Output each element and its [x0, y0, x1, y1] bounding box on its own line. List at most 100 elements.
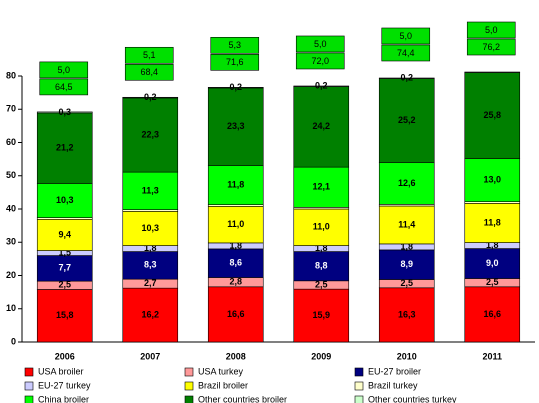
- value-label: 11,4: [398, 219, 415, 229]
- y-tick-label: 40: [6, 203, 16, 213]
- annotation-box: [381, 44, 431, 62]
- value-label: 21,2: [56, 143, 74, 153]
- annotation-box: [39, 61, 89, 79]
- value-label: 2,8: [229, 277, 242, 287]
- x-tick-label: 2006: [55, 351, 75, 361]
- value-label: 1,8: [315, 243, 328, 253]
- x-tick-label: 2008: [226, 351, 246, 361]
- value-label: 10,3: [56, 195, 74, 205]
- value-label: 0,3: [58, 107, 71, 117]
- value-label: 13,0: [483, 174, 501, 184]
- bar-segment: [207, 248, 264, 278]
- y-tick-label: 70: [6, 104, 16, 114]
- annotation-box: [124, 63, 174, 81]
- annotation-text: 5,0: [485, 25, 498, 35]
- annotation-box: [466, 38, 516, 56]
- annotation-text: 5,0: [399, 31, 412, 41]
- value-label: 2,5: [400, 278, 413, 288]
- value-label: 16,2: [141, 309, 159, 319]
- value-label: 15,9: [312, 310, 330, 320]
- bar-segment: [207, 165, 264, 205]
- value-label: 22,3: [141, 129, 159, 139]
- bar-segment: [464, 286, 521, 343]
- annotation-text: 71,6: [226, 57, 244, 67]
- y-tick-label: 20: [6, 270, 16, 280]
- bar-segment: [122, 97, 179, 173]
- legend-swatch: [184, 367, 194, 377]
- annotation-text: 64,5: [55, 82, 73, 92]
- annotation-box: [466, 21, 516, 39]
- value-label: 10,3: [141, 223, 159, 233]
- legend-swatch: [24, 367, 34, 377]
- annotation-text: 68,4: [140, 67, 158, 77]
- legend-label: China broiler: [38, 394, 89, 403]
- value-label: 15,8: [56, 310, 74, 320]
- legend-label: Other countries broiler: [198, 394, 287, 403]
- annotation-box: [124, 46, 174, 64]
- bar-segment: [122, 96, 179, 99]
- value-label: 16,6: [227, 309, 245, 319]
- legend-label: EU-27 broiler: [368, 366, 421, 376]
- legend-label: Other countries turkey: [368, 394, 457, 403]
- value-label: 16,6: [483, 309, 501, 319]
- bar-segment: [207, 286, 264, 343]
- bar-segment: [207, 87, 264, 166]
- value-label: 8,9: [400, 259, 413, 269]
- bar-segment: [122, 211, 179, 246]
- bar-segment: [122, 287, 179, 343]
- value-label: 23,3: [227, 121, 245, 131]
- bar-segment: [122, 251, 179, 280]
- bar-segment: [464, 158, 521, 202]
- value-label: 8,6: [229, 258, 242, 268]
- value-label: 0,2: [315, 81, 328, 91]
- legend-swatch: [24, 381, 34, 391]
- value-label: 25,8: [483, 110, 501, 120]
- legend-label: EU-27 turkey: [38, 380, 91, 390]
- bar-segment: [464, 72, 521, 159]
- legend-swatch: [184, 381, 194, 391]
- legend-label: USA turkey: [198, 366, 244, 376]
- legend-swatch: [354, 395, 364, 403]
- annotation-text: 5,0: [314, 39, 327, 49]
- y-tick-label: 80: [6, 70, 16, 80]
- value-label: 9,0: [486, 258, 499, 268]
- bar-segment: [36, 219, 93, 251]
- y-tick-label: 0: [11, 336, 16, 346]
- value-label: 2,5: [315, 279, 328, 289]
- annotation-box: [210, 37, 260, 54]
- annotation-box: [295, 52, 345, 70]
- value-label: 0,2: [229, 82, 242, 92]
- value-label: 1,8: [486, 240, 499, 250]
- value-label: 8,8: [315, 261, 328, 271]
- bar-segment: [293, 85, 350, 87]
- x-tick-label: 2007: [140, 351, 160, 361]
- y-tick-label: 60: [6, 137, 16, 147]
- bar-segment: [378, 162, 435, 205]
- annotation-text: 5,3: [228, 40, 241, 50]
- x-tick-label: 2009: [311, 351, 331, 361]
- legend-swatch: [354, 367, 364, 377]
- legend-label: Brazil turkey: [368, 380, 418, 390]
- value-label: 11,8: [227, 179, 244, 189]
- bar-segment: [464, 71, 521, 73]
- legend-swatch: [354, 381, 364, 391]
- bar-segment: [207, 87, 264, 89]
- legend-label: USA broiler: [38, 366, 84, 376]
- annotation-box: [210, 54, 260, 71]
- value-label: 12,6: [398, 178, 416, 188]
- value-label: 2,5: [58, 280, 71, 290]
- value-label: 7,7: [58, 263, 71, 273]
- bar-segment: [36, 111, 93, 114]
- value-label: 8,3: [144, 260, 157, 270]
- value-label: 2,5: [486, 277, 499, 287]
- bar-segment: [378, 249, 435, 280]
- value-label: 1,8: [144, 243, 157, 253]
- annotation-box: [39, 78, 89, 96]
- annotation-box: [381, 27, 431, 45]
- bar-segment: [293, 251, 350, 282]
- x-tick-label: 2011: [482, 351, 502, 361]
- value-label: 11,8: [484, 217, 501, 227]
- annotation-text: 74,4: [397, 48, 415, 58]
